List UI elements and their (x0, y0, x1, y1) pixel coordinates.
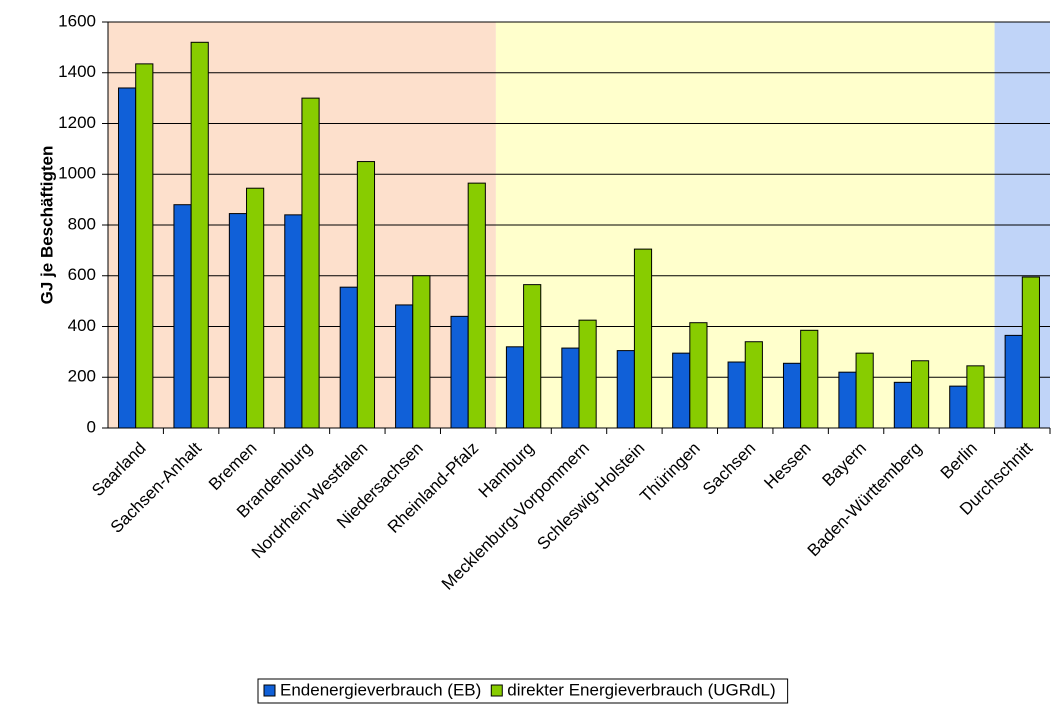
bar (395, 304, 414, 429)
bar (284, 214, 303, 429)
bar (893, 381, 912, 429)
bar (467, 182, 486, 429)
legend-label: Endenergieverbrauch (EB) (280, 680, 481, 699)
bar (838, 371, 857, 429)
bar (966, 365, 985, 429)
bar (450, 315, 469, 429)
bar (412, 275, 431, 429)
x-tick-label: Sachsen (699, 439, 759, 499)
bar (800, 329, 819, 429)
bar (727, 361, 746, 429)
legend: Endenergieverbrauch (EB) direkter Energie… (257, 678, 789, 704)
legend-label: direkter Energieverbrauch (UGRdL) (507, 680, 775, 699)
x-tick-label: Bayern (819, 439, 871, 491)
bar (561, 347, 580, 429)
bar (744, 341, 763, 429)
bar (228, 213, 248, 429)
legend-box (257, 678, 789, 704)
bar (910, 360, 930, 429)
bar (190, 41, 209, 429)
legend-swatch (490, 684, 503, 697)
legend-swatch (263, 684, 276, 697)
x-tick-label: Berlin (937, 439, 981, 483)
bar (356, 161, 376, 429)
y-axis-label: GJ je Beschäftigten (37, 146, 56, 305)
bar (173, 204, 192, 429)
y-tick-label: 1200 (58, 113, 96, 132)
bar (118, 87, 137, 429)
x-tick-label: Hessen (760, 439, 814, 493)
bar (689, 322, 708, 429)
bar (339, 286, 358, 429)
y-tick-label: 1400 (58, 62, 96, 81)
bar (523, 284, 542, 429)
bar (616, 350, 635, 429)
y-tick-label: 600 (68, 265, 96, 284)
y-tick-label: 1000 (58, 164, 96, 183)
bar (855, 352, 874, 429)
y-tick-label: 800 (68, 214, 96, 233)
bar (505, 346, 525, 429)
bar (1004, 334, 1023, 429)
y-tick-label: 400 (68, 316, 96, 335)
bar (578, 319, 597, 429)
bar (301, 97, 320, 429)
bar (1021, 276, 1040, 429)
bar (135, 63, 154, 429)
bar (672, 352, 691, 429)
y-tick-label: 0 (87, 417, 96, 436)
x-tick-label: Bremen (205, 439, 261, 495)
y-tick-label: 200 (68, 367, 96, 386)
x-tick-label: Schleswig-Holstein (533, 439, 648, 554)
x-tick-label: Thüringen (636, 439, 704, 507)
bar (633, 248, 653, 429)
bar (949, 385, 968, 429)
bar (246, 187, 265, 429)
y-tick-label: 1600 (58, 11, 96, 30)
bar (782, 362, 802, 429)
